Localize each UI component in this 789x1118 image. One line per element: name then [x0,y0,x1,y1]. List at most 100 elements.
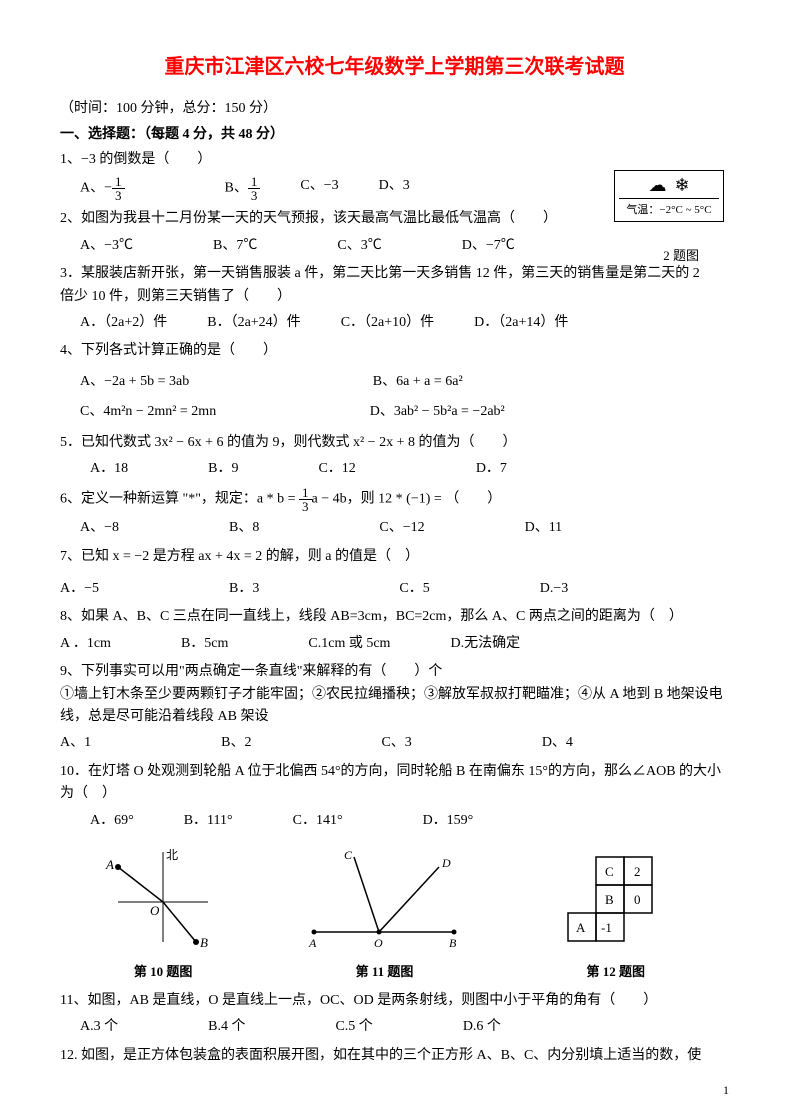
figure-11-svg: A B O C D [304,847,464,952]
q9-items: ①墙上钉木条至少要两颗钉子才能牢固；②农民拉绳播秧；③解放军叔叔打靶瞄准；④从 … [60,684,729,729]
weather-range: 气温：−2°C ~ 5°C [619,198,719,217]
q11-option-c: C.5 个 [335,1016,372,1038]
exam-title: 重庆市江津区六校七年级数学上学期第三次联考试题 [60,50,729,79]
q6-option-d: D、11 [525,517,563,539]
svg-text:B: B [200,935,208,950]
q2-option-c: C、3℃ [337,235,381,257]
q8-option-b: B．5cm [181,633,228,655]
svg-text:A: A [308,936,317,950]
q11-option-d: D.6 个 [463,1016,501,1038]
svg-text:C: C [605,864,614,879]
q5-option-c: C．12 [318,458,355,480]
q5-option-b: B．9 [208,458,238,480]
svg-text:C: C [344,848,353,862]
weather-caption: 2 题图 [663,245,699,264]
q8-option-a: A ．1cm [60,633,111,655]
snow-icon: ❄ [674,175,689,196]
q11-option-b: B.4 个 [208,1016,245,1038]
q5-text: 5．已知代数式 3x² − 6x + 6 的值为 9，则代数式 x² − 2x … [60,435,516,450]
figure-12-caption: 第 12 题图 [541,961,691,980]
q7-option-a: A．−5 [60,578,99,600]
q3-option-b: B．（2a+24）件 [207,312,300,334]
q3-option-a: A．（2a+2）件 [80,312,167,334]
section-1-header: 一、选择题：（每题 4 分，共 48 分） [60,123,729,143]
figure-11: A B O C D 第 11 题图 [304,847,464,980]
q9-text: 9、下列事实可以用"两点确定一条直线"来解释的有（ ）个 [60,661,729,683]
svg-text:0: 0 [634,892,641,907]
q10-option-a: A．69° [90,810,134,832]
q7-option-c: C．5 [399,578,429,600]
question-12: 12. 如图，是正方体包装盒的表面积展开图，如在其中的三个正方形 A、B、C、内… [60,1045,729,1067]
q1-option-b: B、13 [225,175,261,202]
q9-option-a: A、1 [60,732,91,754]
q3-option-c: C．（2a+10）件 [341,312,434,334]
figure-12-svg: C 2 B 0 A -1 [541,847,691,952]
question-10: 10．在灯塔 O 处观测到轮船 A 位于北偏西 54°的方向，同时轮船 B 在南… [60,761,729,832]
svg-text:O: O [150,903,160,918]
question-7: 7、已知 x = −2 是方程 ax + 4x = 2 的解，则 a 的值是（ … [60,546,729,601]
svg-text:B: B [605,892,614,907]
question-8: 8、如果 A、B、C 三点在同一直线上，线段 AB=3cm，BC=2cm，那么 … [60,606,729,655]
page-number: 1 [723,1083,729,1098]
q3-option-d: D．（2a+14）件 [474,312,568,334]
question-5: 5．已知代数式 3x² − 6x + 6 的值为 9，则代数式 x² − 2x … [60,432,729,481]
figure-11-caption: 第 11 题图 [304,961,464,980]
q6-text1: 6、定义一种新运算 "*"，规定：a * b = [60,492,299,507]
question-9: 9、下列事实可以用"两点确定一条直线"来解释的有（ ）个 ①墙上钉木条至少要两颗… [60,661,729,755]
q2-option-d: D、−7℃ [462,235,515,257]
question-6: 6、定义一种新运算 "*"，规定：a * b = 13a − 4b，则 12 *… [60,486,729,539]
q7-option-d: D.−3 [540,578,569,600]
q4-text: 4、下列各式计算正确的是（ ） [60,343,277,358]
svg-text:A: A [105,857,114,872]
svg-text:O: O [374,936,383,950]
q10-option-d: D．159° [423,810,474,832]
q7-text: 7、已知 x = −2 是方程 ax + 4x = 2 的解，则 a 的值是（ … [60,549,419,564]
q5-option-a: A．18 [90,458,128,480]
q8-option-d: D.无法确定 [450,633,520,655]
q11-text: 11、如图，AB 是直线，O 是直线上一点，OC、OD 是两条射线，则图中小于平… [60,993,657,1008]
q6-option-a: A、−8 [80,517,119,539]
q6-text2: a − 4b，则 12 * (−1) = （ ） [312,492,502,507]
q4-option-d: D、3ab² − 5b²a = −2ab² [370,401,505,423]
q9-option-b: B、2 [221,732,251,754]
q10-option-b: B．111° [184,810,233,832]
q1-option-d: D、3 [379,175,410,202]
q1-option-a: A、−13 [80,175,125,202]
svg-text:B: B [449,936,457,950]
question-4: 4、下列各式计算正确的是（ ） A、−2a + 5b = 3ab B、6a + … [60,340,729,423]
figure-10-caption: 第 10 题图 [98,961,228,980]
q2-option-b: B、7℃ [213,235,257,257]
exam-meta: （时间：100 分钟，总分：150 分） [60,97,729,117]
q2-option-a: A、−3℃ [80,235,133,257]
q3-text1: 3．某服装店新开张，第一天销售服装 a 件，第二天比第一天多销售 12 件，第三… [60,263,729,285]
q9-option-c: C、3 [381,732,411,754]
q8-option-c: C.1cm 或 5cm [308,633,390,655]
svg-text:A: A [576,920,586,935]
q10-text: 10．在灯塔 O 处观测到轮船 A 位于北偏西 54°的方向，同时轮船 B 在南… [60,764,721,801]
weather-box: ☁ ❄ 气温：−2°C ~ 5°C [614,170,724,222]
figure-10: 北 A B O 第 10 题图 [98,847,228,980]
q2-text: 2、如图为我县十二月份某一天的天气预报，该天最高气温比最低气温高（ ） [60,211,557,226]
question-11: 11、如图，AB 是直线，O 是直线上一点，OC、OD 是两条射线，则图中小于平… [60,990,729,1039]
figures-row: 北 A B O 第 10 题图 A B O C D 第 11 题图 [60,847,729,980]
svg-text:-1: -1 [601,920,612,935]
q1-text: 1、−3 的倒数是（ ） [60,152,211,167]
cloud-icon: ☁ [648,175,666,196]
q9-option-d: D、4 [542,732,573,754]
q5-option-d: D．7 [476,458,507,480]
q1-option-c: C、−3 [300,175,338,202]
fig10-north-label: 北 [166,848,178,862]
q3-text2: 倍少 10 件，则第三天销售了（ ） [60,286,729,308]
q12-text: 12. 如图，是正方体包装盒的表面积展开图，如在其中的三个正方形 A、B、C、内… [60,1048,701,1063]
q4-option-a: A、−2a + 5b = 3ab [80,371,189,393]
question-3: 3．某服装店新开张，第一天销售服装 a 件，第二天比第一天多销售 12 件，第三… [60,263,729,334]
q4-option-c: C、4m²n − 2mn² = 2mn [80,401,216,423]
svg-text:D: D [441,856,451,870]
svg-text:2: 2 [634,864,641,879]
q10-option-c: C．141° [293,810,343,832]
q7-option-b: B．3 [229,578,259,600]
q8-text: 8、如果 A、B、C 三点在同一直线上，线段 AB=3cm，BC=2cm，那么 … [60,609,683,624]
figure-10-svg: 北 A B O [98,847,228,952]
q11-option-a: A.3 个 [80,1016,118,1038]
q6-option-c: C、−12 [379,517,424,539]
